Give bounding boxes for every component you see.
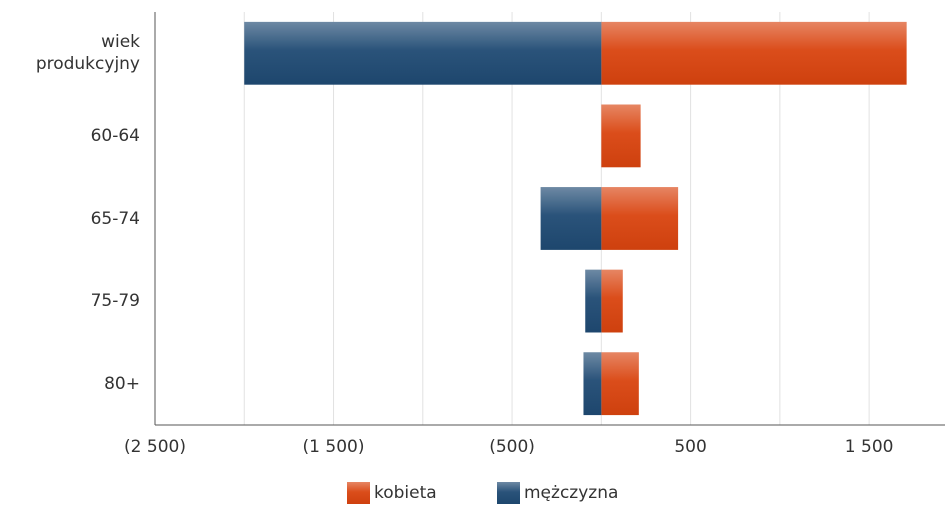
x-tick-label: (2 500) <box>124 437 186 457</box>
y-tick-label: 65-74 <box>90 208 140 229</box>
bar-sheen <box>601 269 623 333</box>
bar-sheen <box>601 187 679 250</box>
bar-sheen <box>244 21 602 85</box>
legend-swatch-sheen <box>497 482 520 504</box>
bar-sheen <box>583 352 602 416</box>
bar-sheen <box>601 104 641 168</box>
legend-swatch-sheen <box>347 482 370 504</box>
y-tick-label: 80+ <box>104 373 140 394</box>
legend-label: kobieta <box>374 483 437 503</box>
x-tick-label: 1 500 <box>845 437 894 457</box>
bar-sheen <box>540 187 602 250</box>
x-tick-label: (500) <box>489 437 535 457</box>
y-tick-label: wiek produkcyjny <box>35 32 140 75</box>
x-tick-label: (1 500) <box>303 437 365 457</box>
bar-sheen <box>585 269 602 333</box>
bar-sheen <box>601 352 639 416</box>
y-tick-label: 75-79 <box>90 291 140 312</box>
bar-sheen <box>601 21 907 85</box>
x-tick-label: 500 <box>674 437 706 457</box>
y-tick-label: 60-64 <box>90 125 140 146</box>
legend-label: mężczyzna <box>524 483 618 503</box>
